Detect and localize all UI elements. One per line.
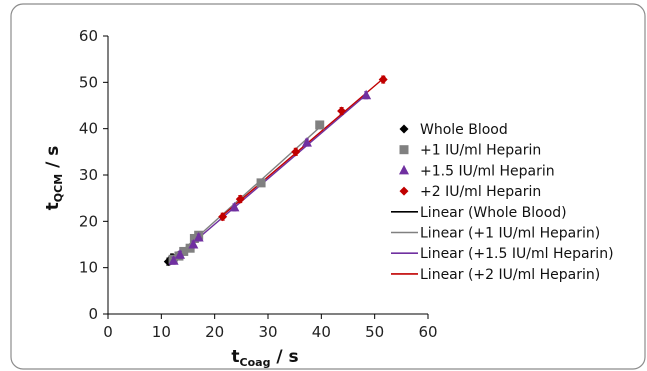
axes: 0 10 20 30 40 50 60 0 10 20 30 40 50 60 [79,27,438,341]
legend-marker [399,124,409,134]
data-point [301,137,312,147]
data-point [168,255,179,265]
x-tick-label: 10 [152,323,171,341]
data-point [229,201,240,212]
data-point [218,212,228,222]
x-tick-label: 20 [205,323,224,341]
trendline [171,93,368,262]
legend-label: Linear (+1 IU/ml Heparin) [420,226,600,242]
chart-area-border [10,3,646,370]
y-tick-label: 0 [88,305,98,323]
data-point [193,232,204,242]
legend-label: Linear (+1.5 IU/ml Heparin) [420,246,614,262]
legend-label: +1 IU/ml Heparin [420,143,541,159]
legend-label: Linear (+2 IU/ml Heparin) [420,267,600,283]
data-point [256,178,266,188]
legend-label: Whole Blood [420,122,508,138]
legend-label: Linear (Whole Blood) [420,205,567,221]
y-tick-label: 30 [79,166,98,184]
plot-area [163,75,388,267]
legend-marker [399,164,409,175]
y-tick-label: 50 [79,73,98,91]
data-point [175,249,185,259]
x-tick-label: 40 [312,323,331,341]
data-point [179,246,189,256]
data-point [188,239,199,249]
y-tick-label: 20 [79,212,98,230]
x-tick-label: 0 [103,323,113,341]
x-axis-title: tCoag / s [231,347,298,369]
y-tick-label: 10 [79,259,98,277]
legend-marker [399,186,409,196]
x-tick-label: 30 [258,323,277,341]
legend-marker [399,145,409,155]
legend: Whole Blood +1 IU/ml Heparin +1.5 IU/ml He… [391,122,614,283]
x-tick-label: 60 [418,323,437,341]
data-point [291,147,301,157]
data-point [378,75,388,85]
y-axis-title: tQCM / s [43,146,65,211]
y-tick-label: 60 [79,27,98,45]
legend-label: +1.5 IU/ml Heparin [420,163,555,179]
data-point [235,194,245,204]
data-point [361,89,372,100]
data-point [337,106,347,116]
legend-label: +2 IU/ml Heparin [420,184,541,200]
trendline [219,76,386,219]
x-tick-label: 50 [365,323,384,341]
data-point [315,120,325,130]
y-tick-label: 40 [79,120,98,138]
